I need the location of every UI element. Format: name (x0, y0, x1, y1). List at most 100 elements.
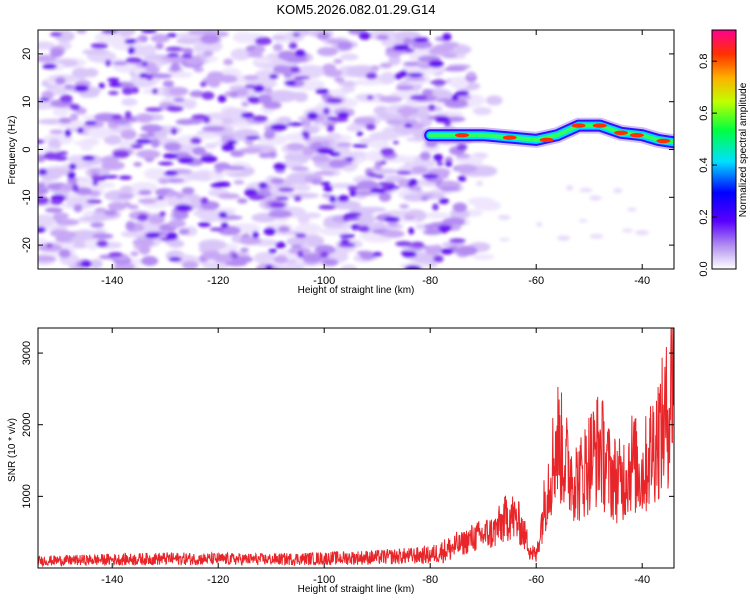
noise-blob-mid (133, 162, 143, 167)
noise-blob-strong (177, 157, 194, 164)
noise-blob-mid (337, 41, 353, 51)
noise-blob-faint (589, 233, 604, 239)
noise-blob (380, 71, 396, 84)
noise-blob-mid (356, 191, 373, 196)
noise-blob-strong (137, 213, 149, 222)
noise-blob-strong (455, 90, 470, 97)
noise-blob-strong (306, 111, 319, 121)
noise-blob-strong (135, 138, 153, 144)
noise-blob-strong (42, 63, 57, 70)
ridge-layer (422, 117, 674, 151)
noise-blob (185, 171, 216, 181)
noise-blob-mid (455, 164, 478, 174)
noise-blob-mid (326, 38, 343, 45)
noise-blob-strong (213, 181, 231, 188)
noise-blob-mid (403, 215, 416, 221)
noise-blob-mid (49, 129, 64, 135)
noise-blob-faint (579, 187, 593, 193)
noise-blob (170, 71, 193, 79)
noise-blob-strong (432, 203, 439, 211)
noise-blob-mid (449, 99, 469, 109)
noise-blob-mid (278, 225, 290, 233)
noise-blob-strong (303, 134, 311, 140)
noise-blob-mid (230, 90, 239, 98)
noise-blob-strong (339, 239, 350, 244)
noise-blob-strong (130, 143, 144, 149)
noise-blob-strong (245, 135, 261, 140)
noise-blob-mid (456, 245, 478, 256)
noise-blob-mid (58, 248, 71, 259)
noise-blob-strong (90, 42, 109, 49)
noise-blob-mid (158, 178, 170, 185)
colorbar-tick-label: 0.6 (698, 105, 710, 120)
noise-blob-strong (346, 212, 362, 217)
top-y-tick-label: 10 (21, 96, 33, 108)
noise-blob-mid (350, 30, 363, 33)
noise-blob-mid (421, 88, 434, 96)
noise-blob-mid (58, 117, 72, 124)
noise-blob-strong (69, 103, 81, 111)
snr-series-line (38, 328, 674, 568)
noise-blob-mid (218, 74, 238, 84)
noise-blob-strong (101, 30, 118, 34)
noise-blob-strong (125, 57, 143, 64)
noise-blob-mid (193, 66, 204, 73)
noise-blob-strong (345, 156, 354, 161)
noise-blob-strong (284, 80, 297, 86)
noise-blob-mid (237, 198, 248, 204)
noise-blob-strong (286, 122, 304, 127)
noise-blob-strong (200, 155, 218, 163)
noise-blob-strong (165, 232, 178, 241)
noise-blob-faint (627, 207, 637, 212)
noise-blob-strong (156, 196, 165, 201)
noise-blob-strong (38, 139, 45, 144)
ridge-peak (455, 132, 469, 138)
noise-blob-mid (272, 43, 283, 52)
noise-blob-mid (243, 75, 259, 81)
noise-blob-faint (497, 214, 511, 221)
noise-blob-strong (436, 161, 444, 166)
noise-blob-mid (239, 236, 262, 245)
bot-y-tick-label: 2000 (21, 412, 33, 436)
noise-blob-strong (365, 72, 378, 80)
noise-blob-strong (365, 124, 376, 131)
noise-blob (335, 247, 356, 253)
noise-blob-mid (214, 162, 231, 171)
noise-blob-mid (75, 187, 93, 196)
noise-blob-strong (331, 117, 349, 122)
noise-blob (271, 35, 287, 41)
noise-blob-mid (120, 129, 137, 140)
noise-blob (377, 168, 399, 175)
noise-blob (38, 41, 56, 50)
noise-blob-mid (273, 64, 289, 74)
ridge-peak (629, 132, 644, 138)
noise-blob-strong (403, 123, 413, 128)
noise-blob-mid (270, 177, 285, 185)
noise-blob-mid (200, 33, 220, 44)
noise-blob-strong (295, 233, 307, 238)
noise-blob-strong (440, 227, 448, 234)
noise-blob-mid (233, 180, 245, 185)
noise-blob-mid (132, 238, 155, 248)
noise-blob (69, 229, 100, 240)
noise-blob (229, 122, 253, 128)
colorbar-tick-label: 0.8 (698, 54, 710, 69)
bot-x-tick-label: -60 (528, 574, 544, 586)
noise-blob (121, 98, 138, 107)
noise-blob-mid (291, 166, 309, 172)
noise-blob-strong (121, 87, 134, 96)
noise-blob (66, 196, 96, 209)
noise-blob-strong (294, 49, 306, 57)
noise-blob-mid (162, 80, 175, 88)
noise-blob-strong (428, 60, 444, 68)
noise-blob-mid (441, 41, 459, 48)
noise-blob-mid (166, 190, 176, 198)
noise-blob-strong (144, 231, 161, 239)
noise-blob-strong (445, 161, 453, 168)
bot-y-tick-label: 1000 (21, 484, 33, 508)
noise-blob (204, 142, 218, 149)
noise-blob-mid (189, 90, 205, 98)
noise-blob-strong (201, 91, 215, 100)
noise-blob-strong (145, 107, 163, 112)
noise-blob-mid (441, 52, 458, 59)
